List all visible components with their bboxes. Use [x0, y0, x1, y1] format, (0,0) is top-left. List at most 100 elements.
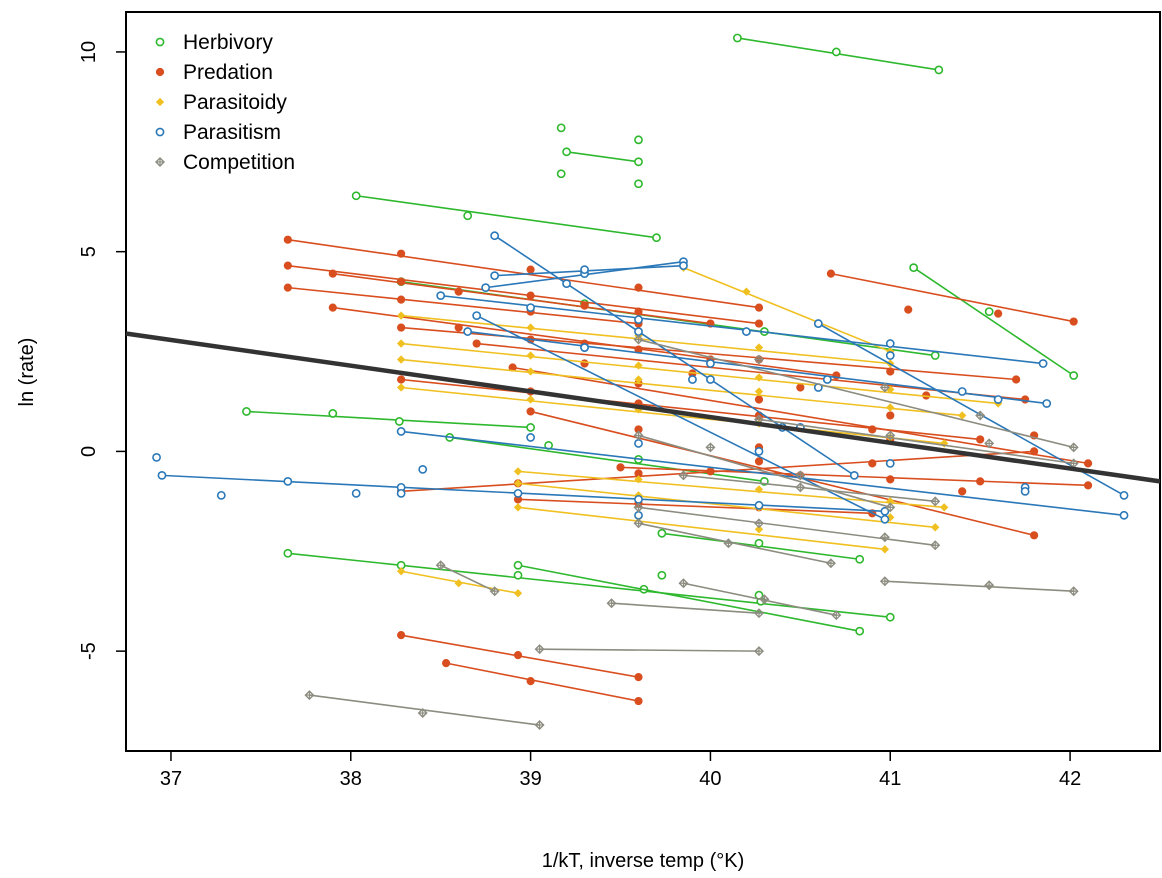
series-herbivory-0 — [733, 33, 944, 75]
series-layer — [152, 33, 1129, 731]
data-point — [534, 644, 545, 655]
data-point — [513, 503, 523, 512]
series-fit-line — [517, 482, 936, 529]
data-point — [634, 157, 643, 167]
x-tick-label: 42 — [1059, 768, 1081, 790]
series-fit-line — [494, 235, 855, 477]
legend-label: Competition — [183, 151, 295, 174]
data-point — [1012, 375, 1021, 384]
data-point — [733, 33, 742, 43]
data-point — [633, 518, 644, 529]
data-point — [754, 457, 764, 466]
data-point — [634, 696, 643, 706]
data-point — [886, 411, 895, 420]
series-fit-line — [449, 436, 765, 483]
data-point — [1021, 395, 1030, 404]
data-point — [463, 327, 473, 336]
data-point — [958, 411, 967, 420]
data-point — [580, 265, 589, 275]
series-fit-line — [401, 314, 891, 365]
data-point — [754, 485, 764, 494]
series-parasitism-38 — [436, 291, 1048, 368]
data-point — [993, 395, 1003, 404]
legend-label: Predation — [183, 61, 273, 84]
series-fit-line — [683, 266, 891, 353]
data-point — [796, 383, 805, 392]
data-point — [634, 315, 643, 324]
data-point — [634, 179, 643, 189]
y-tick-label: 0 — [78, 446, 100, 457]
data-point — [706, 467, 715, 476]
data-point — [885, 458, 895, 468]
series-competition-52 — [435, 560, 500, 597]
data-point — [886, 367, 895, 376]
series-parasitism-40 — [472, 311, 890, 524]
data-point — [984, 580, 995, 591]
series-fit-line — [467, 330, 1047, 405]
data-point — [454, 287, 463, 296]
data-point — [396, 339, 406, 348]
series-predation-24 — [397, 631, 643, 682]
legend-label: Herbivory — [183, 31, 273, 54]
data-point — [754, 538, 764, 548]
series-fit-line — [440, 564, 495, 592]
data-point — [753, 354, 764, 365]
data-point — [526, 367, 535, 376]
data-point — [472, 311, 482, 320]
data-point — [879, 382, 890, 393]
data-point — [436, 291, 446, 301]
data-point — [885, 351, 895, 360]
series-herbivory-7 — [657, 528, 865, 564]
data-point — [831, 47, 841, 57]
data-point — [930, 351, 940, 360]
series-fit-line — [638, 522, 832, 565]
data-point — [397, 375, 406, 384]
y-axis-title: ln (rate) — [16, 338, 38, 407]
series-competition-51 — [879, 576, 1079, 597]
data-point — [652, 233, 661, 243]
data-point — [795, 470, 806, 481]
data-point — [855, 626, 865, 636]
series-parasitoidy-32 — [513, 479, 940, 532]
legend-item-predation: Predation — [155, 61, 273, 84]
series-parasitism-36 — [490, 261, 688, 281]
data-point — [795, 482, 806, 493]
series-predation-14 — [826, 269, 1078, 326]
data-point — [754, 395, 764, 404]
data-point — [328, 303, 337, 312]
data-point — [984, 438, 995, 449]
data-point — [1119, 510, 1129, 520]
data-point — [283, 235, 292, 244]
data-point — [1119, 490, 1129, 500]
data-point — [880, 545, 890, 554]
data-point — [1069, 317, 1078, 326]
legend-marker — [155, 97, 165, 107]
data-point — [463, 211, 473, 221]
series-parasitoidy-27 — [396, 311, 895, 368]
data-point — [855, 554, 865, 564]
data-point — [157, 470, 167, 480]
data-point — [934, 65, 944, 75]
data-point — [304, 690, 315, 701]
data-point — [886, 403, 895, 412]
data-point — [606, 598, 617, 609]
data-point — [556, 169, 566, 179]
data-point — [242, 407, 251, 416]
data-point — [418, 464, 428, 474]
series-fit-line — [445, 662, 639, 702]
data-point — [396, 567, 406, 576]
x-axis-title: 1/kT, inverse temp (°K) — [542, 850, 745, 872]
data-point — [849, 470, 859, 480]
data-point — [283, 283, 292, 292]
data-point — [753, 518, 764, 529]
data-point — [634, 510, 643, 520]
data-point — [678, 470, 689, 481]
series-fit-line — [611, 602, 760, 614]
series-competition-55 — [534, 644, 764, 657]
data-point — [1068, 586, 1079, 597]
data-point — [742, 327, 751, 336]
series-parasitoidy-34 — [396, 567, 523, 598]
data-point — [441, 659, 451, 668]
series-fit-line — [884, 580, 1074, 593]
data-point — [396, 427, 406, 436]
